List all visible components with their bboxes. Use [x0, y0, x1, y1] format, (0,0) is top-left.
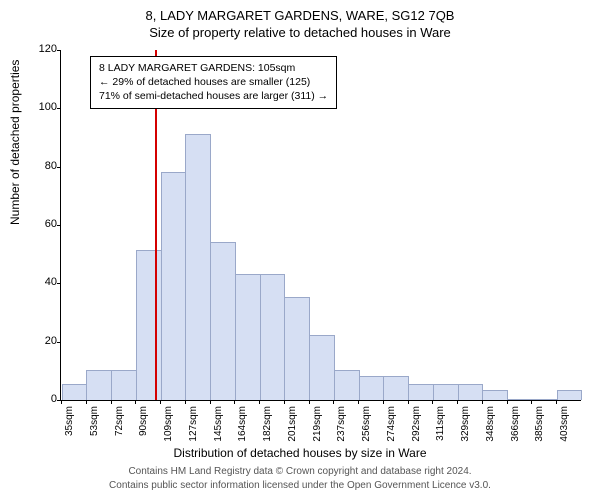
histogram-bar	[359, 376, 385, 400]
x-tick-mark	[135, 400, 136, 404]
x-tick-mark	[309, 400, 310, 404]
x-tick-mark	[160, 400, 161, 404]
chart-area: 02040608010012035sqm53sqm72sqm90sqm109sq…	[60, 50, 580, 400]
histogram-bar	[557, 390, 583, 400]
histogram-bar	[482, 390, 508, 400]
histogram-bar	[185, 134, 211, 400]
histogram-bar	[532, 399, 558, 400]
x-tick-mark	[86, 400, 87, 404]
histogram-bar	[210, 242, 236, 401]
footer-line-1: Contains HM Land Registry data © Crown c…	[0, 466, 600, 477]
histogram-bar	[334, 370, 360, 400]
x-tick-mark	[408, 400, 409, 404]
histogram-bar	[86, 370, 112, 400]
x-tick-mark	[358, 400, 359, 404]
histogram-bar	[284, 297, 310, 400]
y-tick-label: 120	[17, 43, 57, 55]
histogram-bar	[433, 384, 459, 400]
x-tick-mark	[383, 400, 384, 404]
x-tick-mark	[234, 400, 235, 404]
x-axis-label: Distribution of detached houses by size …	[0, 446, 600, 460]
x-tick-mark	[507, 400, 508, 404]
title-line-1: 8, LADY MARGARET GARDENS, WARE, SG12 7QB	[0, 0, 600, 23]
y-tick-label: 80	[17, 160, 57, 172]
x-tick-mark	[284, 400, 285, 404]
y-tick-label: 20	[17, 335, 57, 347]
x-tick-mark	[531, 400, 532, 404]
y-tick-label: 60	[17, 218, 57, 230]
x-tick-mark	[259, 400, 260, 404]
x-tick-mark	[111, 400, 112, 404]
info-box-line-3: 71% of semi-detached houses are larger (…	[99, 89, 328, 103]
y-tick-mark	[57, 342, 61, 343]
y-tick-mark	[57, 167, 61, 168]
chart-container: 8, LADY MARGARET GARDENS, WARE, SG12 7QB…	[0, 0, 600, 500]
info-box: 8 LADY MARGARET GARDENS: 105sqm ← 29% of…	[90, 56, 337, 109]
histogram-bar	[383, 376, 409, 400]
x-tick-mark	[432, 400, 433, 404]
y-tick-label: 0	[17, 393, 57, 405]
title-line-2: Size of property relative to detached ho…	[0, 23, 600, 40]
y-axis-label: Number of detached properties	[8, 60, 22, 225]
histogram-bar	[111, 370, 137, 400]
info-box-line-1: 8 LADY MARGARET GARDENS: 105sqm	[99, 61, 328, 75]
histogram-bar	[408, 384, 434, 400]
histogram-bar	[235, 274, 261, 400]
y-tick-mark	[57, 108, 61, 109]
info-box-line-2: ← 29% of detached houses are smaller (12…	[99, 75, 328, 89]
histogram-bar	[507, 399, 533, 400]
histogram-bar	[458, 384, 484, 400]
footer-line-2: Contains public sector information licen…	[0, 480, 600, 491]
x-tick-mark	[210, 400, 211, 404]
histogram-bar	[260, 274, 286, 400]
x-tick-mark	[61, 400, 62, 404]
x-tick-mark	[333, 400, 334, 404]
histogram-bar	[62, 384, 88, 400]
y-tick-label: 40	[17, 276, 57, 288]
x-tick-mark	[482, 400, 483, 404]
histogram-bar	[309, 335, 335, 400]
x-tick-mark	[556, 400, 557, 404]
histogram-bar	[161, 172, 187, 401]
x-tick-mark	[185, 400, 186, 404]
x-tick-mark	[457, 400, 458, 404]
y-tick-label: 100	[17, 101, 57, 113]
y-tick-mark	[57, 283, 61, 284]
histogram-bar	[136, 250, 162, 400]
y-tick-mark	[57, 50, 61, 51]
y-tick-mark	[57, 225, 61, 226]
